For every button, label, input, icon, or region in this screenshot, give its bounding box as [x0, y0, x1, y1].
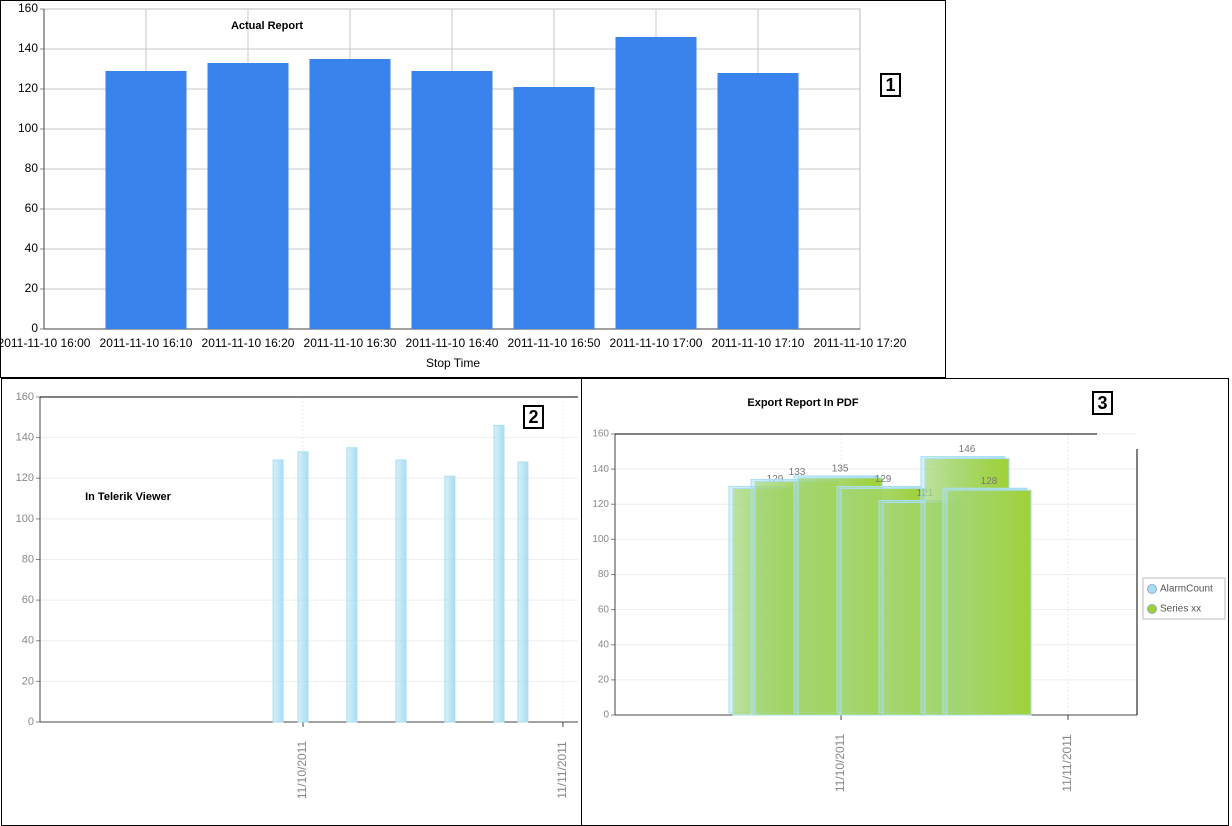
panel-badge [523, 405, 544, 429]
y-tick-label: 60 [25, 201, 39, 215]
bar [105, 71, 187, 329]
bar [309, 59, 391, 329]
x-tick-label: 2011-11-10 16:40 [406, 336, 499, 350]
chart-title: Actual Report [231, 20, 303, 32]
legend-box [1142, 577, 1226, 620]
y-tick-label: 160 [16, 391, 34, 403]
y-tick-label: 60 [22, 594, 34, 606]
y-tick-label: 120 [592, 499, 609, 510]
y-tick-label: 160 [592, 429, 609, 440]
y-tick-label: 120 [18, 81, 38, 95]
legend-swatch [1147, 584, 1157, 594]
y-tick-label: 40 [598, 639, 610, 650]
data-label: 129 [875, 474, 892, 485]
chart-title: In Telerik Viewer [85, 491, 172, 503]
y-tick-label: 100 [592, 534, 609, 545]
y-tick-label: 80 [598, 569, 610, 580]
panel-badge [880, 73, 901, 97]
bar [411, 71, 493, 329]
bar [207, 63, 289, 329]
bar [517, 461, 529, 723]
y-tick-label: 100 [16, 513, 34, 525]
y-tick-label: 120 [16, 472, 34, 484]
data-label: 133 [789, 467, 806, 478]
x-tick-label: 2011-11-10 17:10 [712, 336, 805, 350]
legend-label: AlarmCount [1160, 584, 1213, 595]
x-axis-label: Stop Time [426, 356, 480, 370]
y-tick-label: 20 [22, 675, 34, 687]
bar [717, 73, 799, 329]
x-tick-label: 11/10/2011 [295, 741, 309, 800]
panel-label: 3 [1097, 393, 1107, 413]
y-tick-label: 40 [22, 635, 34, 647]
panel-frame [0, 0, 946, 378]
bar [615, 37, 697, 329]
bar [444, 475, 456, 723]
x-tick-label: 11/11/2011 [1060, 734, 1074, 792]
y-tick-label: 140 [18, 41, 38, 55]
y-tick-label: 140 [16, 432, 34, 444]
y-tick-label: 40 [25, 241, 39, 255]
x-tick-label: 11/11/2011 [555, 741, 569, 799]
x-tick-label: 2011-11-10 17:20 [814, 336, 907, 350]
panel-label: 1 [885, 75, 895, 95]
panel-badge [1092, 391, 1113, 415]
y-tick-label: 0 [31, 321, 38, 335]
x-tick-label: 2011-11-10 16:30 [304, 336, 397, 350]
legend-swatch [1147, 604, 1157, 614]
bar [493, 424, 505, 723]
x-tick-label: 2011-11-10 17:00 [610, 336, 703, 350]
y-tick-label: 80 [25, 161, 39, 175]
data-label: 128 [981, 476, 998, 487]
y-tick-label: 20 [25, 281, 39, 295]
bar [513, 87, 595, 329]
x-tick-label: 2011-11-10 16:50 [508, 336, 601, 350]
x-tick-label: 2011-11-10 16:20 [202, 336, 295, 350]
y-tick-label: 80 [22, 553, 34, 565]
y-tick-label: 20 [598, 675, 610, 686]
x-tick-label: 2011-11-10 16:10 [100, 336, 193, 350]
bar [272, 459, 284, 723]
data-label: 146 [959, 444, 976, 455]
y-tick-label: 160 [18, 1, 38, 15]
y-tick-label: 0 [603, 710, 609, 721]
y-tick-label: 100 [18, 121, 38, 135]
bar [297, 451, 309, 723]
legend-label: Series xx [1160, 604, 1201, 615]
data-label: 135 [832, 464, 849, 475]
x-tick-label: 2011-11-10 16:00 [0, 336, 91, 350]
panel-label: 2 [528, 407, 538, 427]
bar [346, 447, 358, 723]
x-tick-label: 11/10/2011 [833, 734, 847, 793]
chart-title: Export Report In PDF [747, 397, 859, 409]
y-tick-label: 60 [598, 604, 610, 615]
y-tick-label: 0 [28, 716, 34, 728]
y-tick-label: 140 [592, 464, 609, 475]
bar [946, 489, 1032, 716]
bar [395, 459, 407, 723]
